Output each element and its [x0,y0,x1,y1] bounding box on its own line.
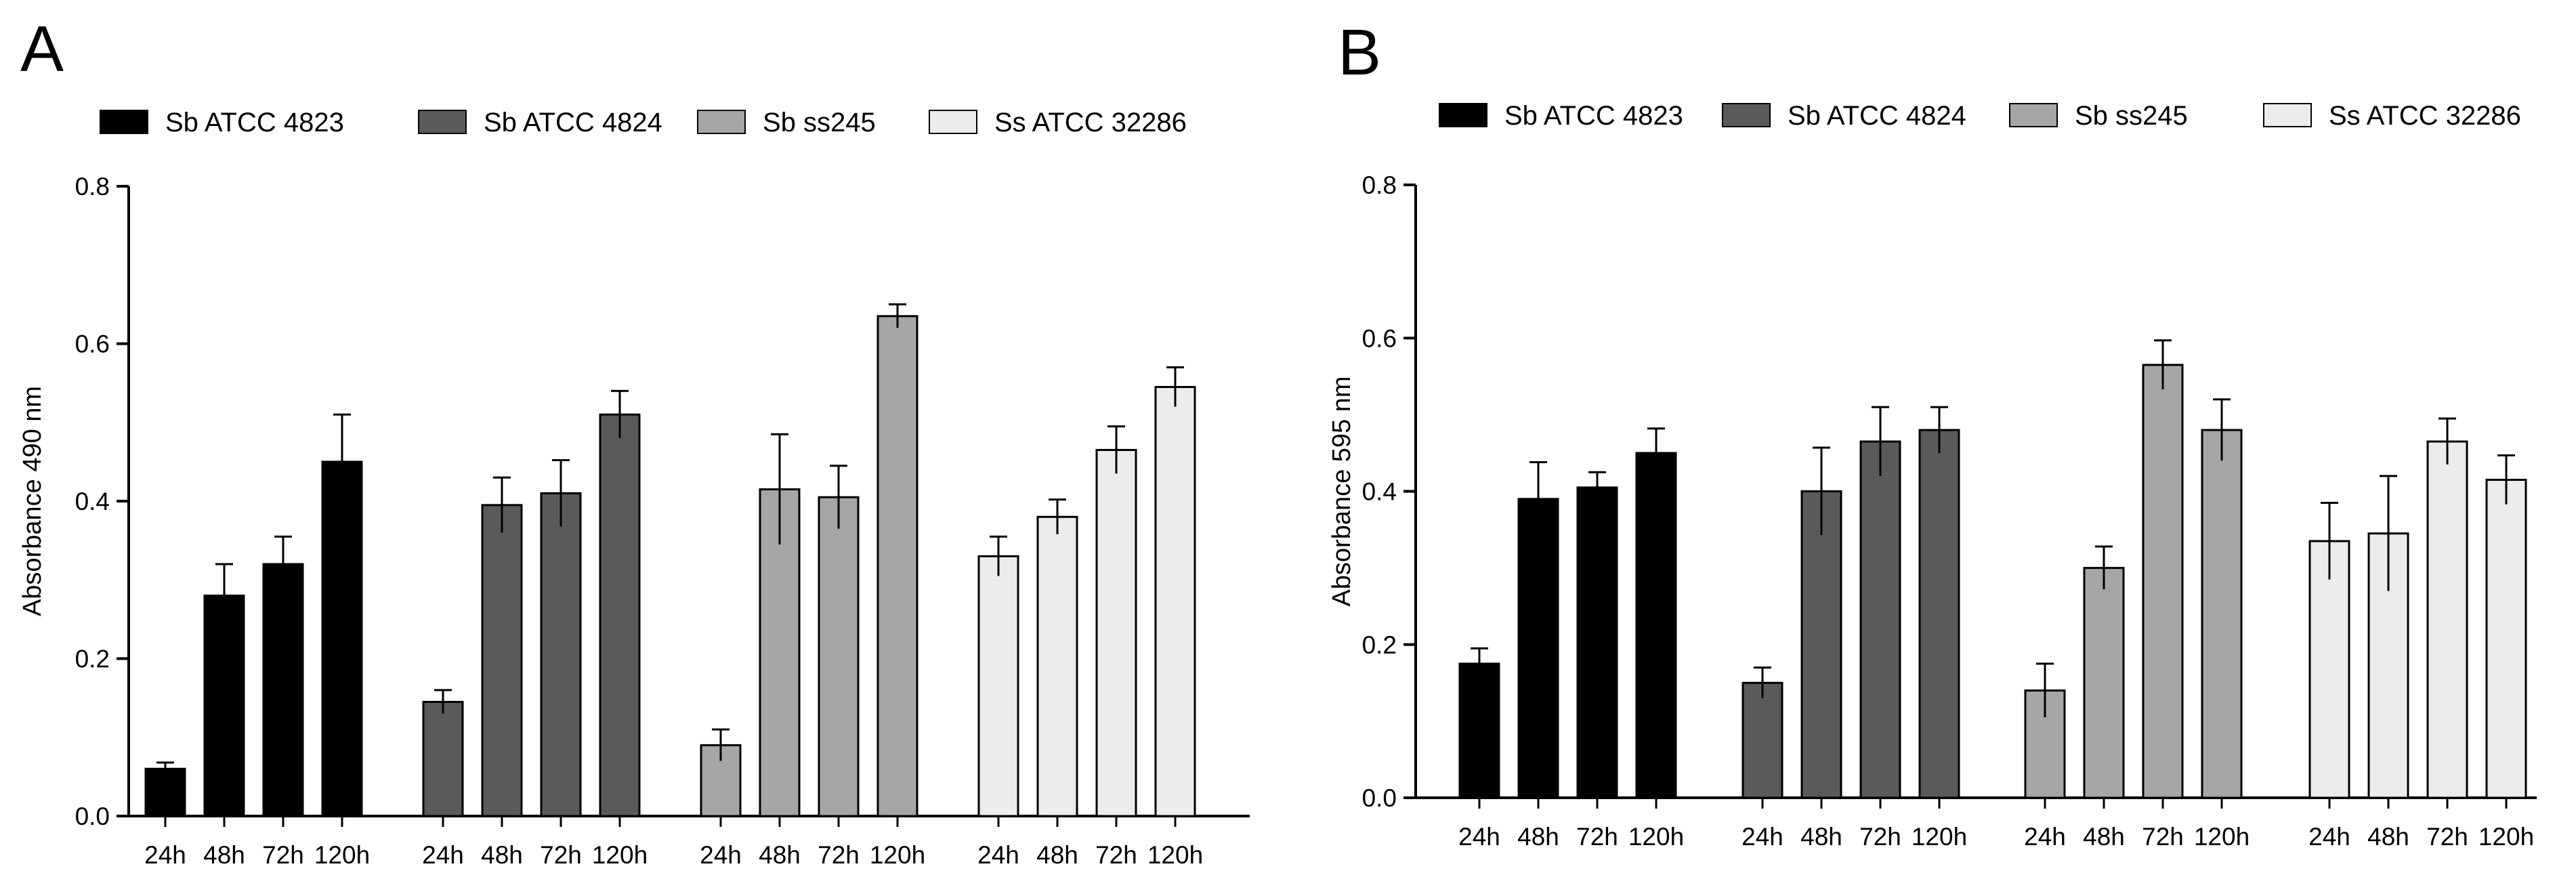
x-tick-label: 24h [1458,823,1500,851]
x-tick-label: 72h [2426,823,2468,851]
x-tick-label: 72h [818,841,860,869]
x-tick-label: 48h [759,841,801,869]
bar [1036,515,1078,817]
x-tick-label: 24h [2024,823,2066,851]
y-tick-label: 0.4 [75,488,110,515]
x-tick-label: 72h [1095,841,1137,869]
bar [818,496,860,817]
bar [2083,567,2125,799]
bar [599,413,641,817]
legend-label: Ss ATCC 32286 [994,108,1187,137]
bar [422,700,464,817]
x-tick-label: 120h [1628,823,1684,851]
x-tick-label: 24h [977,841,1019,869]
legend-swatch [697,110,746,134]
bar [2426,440,2468,799]
panel-b: B Sb ATCC 4823 Sb ATCC 4824 Sb ss245 Ss ATCC… [1328,16,2537,851]
bar [1576,486,1618,799]
y-tick-label: 0.0 [75,803,110,830]
legend-label: Ss ATCC 32286 [2329,101,2521,131]
bar [481,504,523,817]
legend-swatch [418,110,467,134]
x-tick-label: 24h [422,841,464,869]
bar [1918,429,1960,799]
bar [203,595,245,817]
y-tick-label: 0.6 [1362,324,1397,352]
x-tick-label: 48h [1517,823,1559,851]
legend-swatch [1439,103,1487,127]
y-tick-label: 0.8 [75,173,110,200]
bar [1154,385,1196,817]
bar [1635,452,1677,799]
bar [2201,429,2243,799]
legend-swatch [2263,103,2312,127]
x-tick-label: 120h [1147,841,1203,869]
bar [1458,662,1500,799]
x-tick-label: 72h [540,841,582,869]
bar [321,461,363,817]
y-tick-label: 0.8 [1362,171,1397,199]
x-tick-label: 120h [2478,823,2534,851]
x-tick-label: 48h [203,841,245,869]
x-tick-label: 72h [1859,823,1901,851]
legend-label: Sb ATCC 4823 [165,108,344,137]
bar [144,767,186,817]
legend-swatch [100,110,148,134]
x-tick-label: 120h [2194,823,2250,851]
panel-letter: A [20,13,64,85]
bar [1095,448,1137,817]
x-tick-label: 120h [870,841,925,869]
y-axis-title: Absorbance 490 nm [18,386,47,616]
x-tick-label: 48h [2083,823,2125,851]
legend-swatch [1722,103,1771,127]
bar [2485,479,2527,799]
bar [1741,681,1783,799]
x-tick-label: 72h [262,841,304,869]
y-tick-label: 0.6 [75,330,110,358]
panel-letter: B [1338,16,1381,89]
x-tick-label: 24h [2308,823,2350,851]
legend-swatch [2009,103,2058,127]
y-axis-title: Absorbance 595 nm [1328,376,1356,606]
x-tick-label: 72h [1576,823,1618,851]
x-tick-label: 120h [592,841,648,869]
x-tick-label: 24h [700,841,742,869]
bar [877,315,919,817]
y-tick-label: 0.2 [75,645,110,673]
x-tick-label: 120h [314,841,370,869]
bar [262,563,304,817]
bar [540,492,582,817]
y-tick-label: 0.0 [1362,784,1397,812]
x-tick-label: 24h [144,841,186,869]
x-tick-label: 48h [2367,823,2409,851]
x-tick-label: 48h [1800,823,1842,851]
bar [1800,490,1842,799]
panel-a: A Sb ATCC 4823 Sb ATCC 4824 Sb ss245 Ss ATCC… [18,13,1250,869]
x-tick-label: 120h [1912,823,1967,851]
x-tick-label: 72h [2142,823,2184,851]
x-tick-label: 48h [1036,841,1078,869]
legend-label: Sb ss245 [763,108,876,137]
bar [977,555,1019,817]
bar [2142,364,2184,799]
bar [1517,498,1559,799]
bar [1859,440,1901,799]
legend-label: Sb ATCC 4823 [1504,101,1683,131]
x-tick-label: 24h [1741,823,1783,851]
legend-label: Sb ss245 [2075,101,2188,131]
bar [2308,540,2350,799]
legend-label: Sb ATCC 4824 [1788,101,1966,131]
legend-swatch [929,110,977,134]
y-tick-label: 0.4 [1362,478,1397,506]
x-tick-label: 48h [481,841,523,869]
y-tick-label: 0.2 [1362,631,1397,659]
legend-label: Sb ATCC 4824 [484,108,662,137]
